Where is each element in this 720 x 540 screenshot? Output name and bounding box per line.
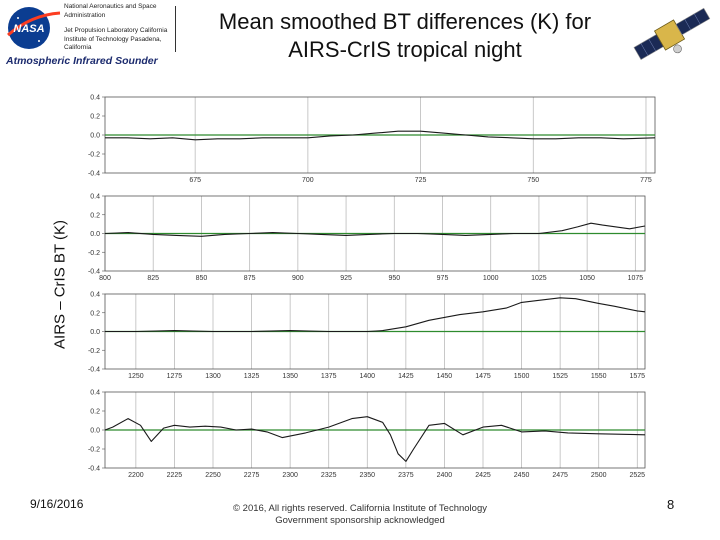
- panel-3-xtick-label-11: 1525: [552, 373, 568, 380]
- panel-1-ytick-label-0: 0.4: [90, 95, 100, 102]
- slide-title: Mean smoothed BT differences (K) for AIR…: [190, 8, 620, 64]
- panel-4-xtick-label-10: 2450: [514, 472, 530, 479]
- panel-2-xtick-label-9: 1025: [531, 275, 547, 282]
- panel-2-xtick-label-8: 1000: [483, 275, 499, 282]
- panel-3-ytick-label-0: 0.4: [90, 292, 100, 299]
- panel-4-xtick-label-13: 2525: [629, 472, 645, 479]
- panel-3-xtick-label-8: 1450: [437, 373, 453, 380]
- panel-4-xtick-label-7: 2375: [398, 472, 414, 479]
- panel-4-xtick-label-3: 2275: [244, 472, 260, 479]
- panel-3-ytick-label-3: -0.2: [88, 348, 100, 355]
- panel-2-xtick-label-5: 925: [340, 275, 352, 282]
- org-jpl-name: Jet Propulsion Laboratory California Ins…: [64, 27, 168, 52]
- panel-2-ytick-label-3: -0.2: [88, 250, 100, 257]
- panel-3-xtick-label-1: 1275: [167, 373, 183, 380]
- panel-2-xtick-label-7: 975: [437, 275, 449, 282]
- panel-3-xtick-label-3: 1325: [244, 373, 260, 380]
- panel-2-ytick-label-2: 0.0: [90, 231, 100, 238]
- panel-1-xtick-label-4: 775: [640, 177, 652, 184]
- footer-copyright: © 2016, All rights reserved. California …: [195, 503, 525, 527]
- panel-3-xtick-label-12: 1550: [591, 373, 607, 380]
- panel-4-ytick-label-1: 0.2: [90, 409, 100, 416]
- instrument-name: Atmospheric Infrared Sounder: [6, 55, 158, 67]
- panel-3-xtick-label-6: 1400: [359, 373, 375, 380]
- footer-copyright-line2: Government sponsorship acknowledged: [275, 515, 445, 526]
- panel-2-xtick-label-4: 900: [292, 275, 304, 282]
- panel-1-xtick-label-0: 675: [189, 177, 201, 184]
- panel-2-xtick-label-0: 800: [99, 275, 111, 282]
- nasa-logo: NASA: [7, 7, 61, 49]
- panel-3-ytick-label-4: -0.4: [88, 367, 100, 374]
- page-number: 8: [667, 497, 675, 512]
- panel-4-xtick-label-9: 2425: [475, 472, 491, 479]
- panel-4-ytick-label-3: -0.2: [88, 447, 100, 454]
- panel-2-ytick-label-1: 0.2: [90, 212, 100, 219]
- footer-date: 9/16/2016: [30, 497, 84, 511]
- panel-4-xtick-label-1: 2225: [167, 472, 183, 479]
- panel-3-xtick-label-9: 1475: [475, 373, 491, 380]
- panel-1-ytick-label-1: 0.2: [90, 114, 100, 121]
- panel-1-ytick-label-2: 0.0: [90, 133, 100, 140]
- panel-2-xtick-label-2: 850: [196, 275, 208, 282]
- panel-3-xtick-label-7: 1425: [398, 373, 414, 380]
- panel-3-xtick-label-10: 1500: [514, 373, 530, 380]
- panel-2-xtick-label-1: 825: [147, 275, 159, 282]
- panel-4-xtick-label-6: 2350: [359, 472, 375, 479]
- satellite-icon: [633, 7, 711, 60]
- panel-2-ytick-label-0: 0.4: [90, 194, 100, 201]
- panel-4-xtick-label-11: 2475: [552, 472, 568, 479]
- panel-3-ytick-label-2: 0.0: [90, 329, 100, 336]
- nasa-logo-text: NASA: [13, 23, 44, 35]
- panel-4-xtick-label-0: 2200: [128, 472, 144, 479]
- panel-1-xtick-label-3: 750: [527, 177, 539, 184]
- panel-4-xtick-label-2: 2250: [205, 472, 221, 479]
- panel-2-series-line: [104, 222, 646, 237]
- panel-1-ytick-label-4: -0.4: [88, 171, 100, 178]
- panel-2-xtick-label-6: 950: [388, 275, 400, 282]
- footer-copyright-line1: © 2016, All rights reserved. California …: [233, 503, 487, 514]
- panel-1-series-line: [105, 130, 656, 141]
- panel-3-ytick-label-1: 0.2: [90, 310, 100, 317]
- panel-2-xtick-label-3: 875: [244, 275, 256, 282]
- panel-3-xtick-label-4: 1350: [282, 373, 298, 380]
- org-nasa-name: National Aeronautics and Space Administr…: [64, 3, 157, 19]
- panel-4-ytick-label-4: -0.4: [88, 466, 100, 473]
- panel-4-series-line: [104, 416, 646, 462]
- header-divider: [175, 6, 176, 52]
- panel-2-ytick-label-4: -0.4: [88, 269, 100, 276]
- slide-title-line1: Mean smoothed BT differences (K) for: [218, 9, 592, 34]
- panel-4-xtick-label-4: 2300: [282, 472, 298, 479]
- panel-3-series-line: [105, 297, 646, 333]
- panel-4-xtick-label-12: 2500: [591, 472, 607, 479]
- panel-2-xtick-label-10: 1050: [579, 275, 595, 282]
- panel-4-xtick-label-5: 2325: [321, 472, 337, 479]
- panel-2-xtick-label-11: 1075: [628, 275, 644, 282]
- panel-4-xtick-label-8: 2400: [437, 472, 453, 479]
- panel-4-ytick-label-2: 0.0: [90, 428, 100, 435]
- panel-4-ytick-label-0: 0.4: [90, 390, 100, 397]
- panel-3-xtick-label-2: 1300: [205, 373, 221, 380]
- panel-1-xtick-label-1: 700: [302, 177, 314, 184]
- panel-3-xtick-label-0: 1250: [128, 373, 144, 380]
- slide-title-line2: AIRS-CrIS tropical night: [288, 37, 522, 62]
- panel-1-ytick-label-3: -0.2: [88, 152, 100, 159]
- panel-3-xtick-label-5: 1375: [321, 373, 337, 380]
- panel-3-xtick-label-13: 1575: [629, 373, 645, 380]
- panel-1-xtick-label-2: 725: [415, 177, 427, 184]
